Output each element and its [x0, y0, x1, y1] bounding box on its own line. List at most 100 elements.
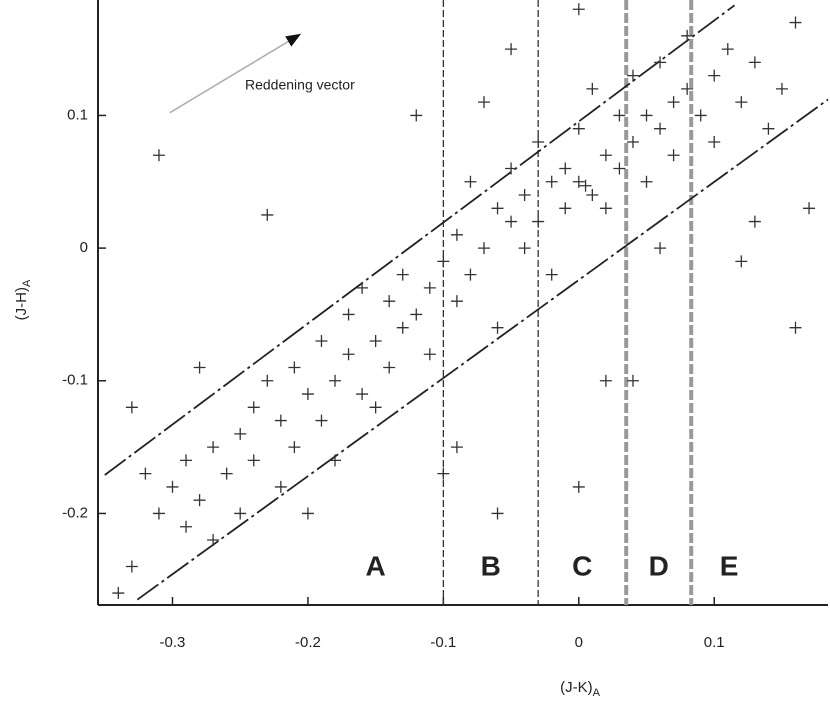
data-point — [532, 135, 545, 148]
data-point — [545, 175, 558, 188]
data-point — [125, 560, 138, 573]
data-point — [247, 454, 260, 467]
data-point — [356, 388, 369, 401]
data-point — [654, 56, 667, 69]
band-line — [104, 4, 736, 476]
data-point — [505, 43, 518, 56]
data-point — [721, 43, 734, 56]
data-point — [342, 308, 355, 321]
x-tick-label: -0.2 — [295, 634, 321, 651]
data-point — [640, 109, 653, 122]
x-tick-label: -0.3 — [160, 634, 186, 651]
region-label: A — [366, 550, 386, 581]
data-point — [681, 82, 694, 95]
x-tick-label: -0.1 — [430, 634, 456, 651]
data-point — [708, 69, 721, 82]
data-point — [735, 96, 748, 109]
data-point — [329, 454, 342, 467]
data-point — [274, 414, 287, 427]
data-point — [166, 480, 179, 493]
data-point — [450, 295, 463, 308]
data-point — [762, 122, 775, 135]
data-point — [396, 321, 409, 334]
data-point — [301, 388, 314, 401]
data-point — [640, 175, 653, 188]
x-axis-label: (J-K)A — [560, 679, 601, 699]
x-axis-label-main: (J-K) — [560, 679, 593, 696]
y-axis-label: (J-H)A — [13, 279, 33, 320]
data-point — [288, 361, 301, 374]
data-point — [748, 56, 761, 69]
data-point — [654, 122, 667, 135]
data-point — [477, 96, 490, 109]
data-point — [626, 135, 639, 148]
data-point — [396, 268, 409, 281]
data-point — [681, 29, 694, 42]
data-point — [613, 162, 626, 175]
data-point — [735, 255, 748, 268]
data-point — [342, 348, 355, 361]
data-point — [288, 441, 301, 454]
data-point — [491, 202, 504, 215]
x-tick-label: 0 — [575, 634, 583, 651]
data-point — [559, 162, 572, 175]
data-point — [450, 228, 463, 241]
data-point — [383, 295, 396, 308]
data-point — [464, 175, 477, 188]
data-point — [789, 321, 802, 334]
data-point — [572, 480, 585, 493]
data-point — [491, 321, 504, 334]
data-point — [654, 242, 667, 255]
data-point — [356, 281, 369, 294]
data-point — [383, 361, 396, 374]
data-point — [803, 202, 816, 215]
data-point — [572, 3, 585, 16]
data-point — [545, 268, 558, 281]
data-point — [410, 109, 423, 122]
data-point — [572, 175, 585, 188]
region-label: C — [572, 550, 592, 581]
x-tick-label: 0.1 — [704, 634, 725, 651]
data-point — [572, 122, 585, 135]
region-label: B — [481, 550, 501, 581]
data-point — [139, 467, 152, 480]
data-point — [579, 179, 592, 192]
data-point — [423, 281, 436, 294]
data-point — [274, 480, 287, 493]
data-point — [180, 454, 193, 467]
data-point — [369, 401, 382, 414]
data-point — [261, 208, 274, 221]
band-line — [136, 98, 829, 601]
y-axis-label-sub: A — [21, 279, 33, 287]
data-point — [708, 135, 721, 148]
data-point — [505, 162, 518, 175]
data-point — [559, 202, 572, 215]
data-point — [410, 308, 423, 321]
data-point — [599, 202, 612, 215]
data-point — [369, 334, 382, 347]
data-point — [193, 361, 206, 374]
data-point — [464, 268, 477, 281]
data-point — [315, 414, 328, 427]
reddening-label: Reddening vector — [245, 77, 355, 93]
y-tick-label: -0.2 — [62, 504, 88, 521]
data-point — [626, 374, 639, 387]
data-point — [626, 69, 639, 82]
data-point — [207, 441, 220, 454]
data-point — [234, 507, 247, 520]
data-point — [599, 149, 612, 162]
y-tick-label: 0 — [80, 239, 88, 256]
data-point — [234, 427, 247, 440]
data-point — [315, 334, 328, 347]
y-tick-label: -0.1 — [62, 372, 88, 389]
data-point — [180, 520, 193, 533]
data-point — [247, 401, 260, 414]
data-point — [613, 109, 626, 122]
data-point — [220, 467, 233, 480]
data-point — [477, 242, 490, 255]
data-point — [491, 507, 504, 520]
data-point — [261, 374, 274, 387]
data-point — [152, 507, 165, 520]
data-point — [437, 255, 450, 268]
region-label: D — [649, 550, 669, 581]
